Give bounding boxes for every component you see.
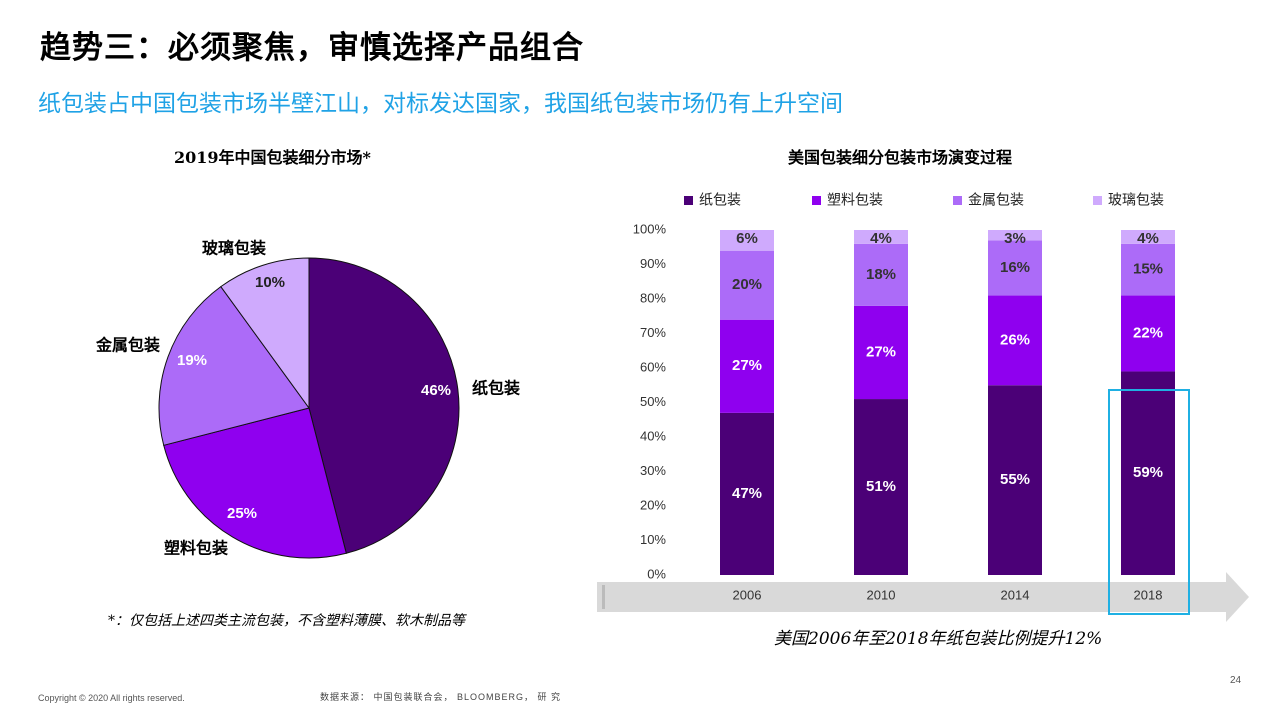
y-tick-label: 100% [633, 221, 667, 236]
bar-segment-plastic-2010 [854, 305, 908, 400]
pie-slice-paper [308, 257, 460, 554]
pie-category-label-plastic: 塑料包装 [164, 539, 228, 558]
legend-swatch-glass [1093, 196, 1102, 205]
y-tick-label: 60% [640, 359, 666, 374]
legend-swatch-plastic [812, 196, 821, 205]
footnote: *：仅包括上述四类主流包装，不含塑料薄膜、软木制品等 [108, 613, 465, 629]
bar-segment-metal-2010 [854, 243, 908, 306]
bar-value-label-paper-2014: 55% [1000, 471, 1030, 488]
y-tick-label: 80% [640, 290, 666, 305]
bar-segment-glass-2010 [854, 230, 908, 244]
bar-chart-title: 美国包装细分包装市场演变过程 [788, 148, 1013, 167]
bar-value-label-metal-2018: 15% [1133, 261, 1163, 278]
bar-value-label-glass-2006: 6% [736, 230, 758, 247]
pie-chart: 46% 纸包装 25% 塑料包装 19% 金属包装 10% 玻璃包装 [95, 239, 520, 559]
pie-value-label-plastic: 25% [227, 505, 257, 522]
legend-label-metal: 金属包装 [968, 192, 1024, 208]
data-source: 数据来源： 中国包装联合会， BLOOMBERG， 研 究 [320, 692, 562, 702]
bar-segment-glass-2006 [720, 230, 774, 251]
bar-segment-paper-2018 [1121, 371, 1175, 575]
bar-segment-paper-2010 [854, 399, 908, 575]
bar-value-label-plastic-2018: 22% [1133, 324, 1163, 341]
bar-segment-glass-2014 [988, 230, 1042, 241]
y-tick-label: 40% [640, 428, 666, 443]
bar-value-label-glass-2014: 3% [1004, 230, 1026, 247]
bar-value-label-glass-2018: 4% [1137, 230, 1159, 247]
pie-category-label-metal: 金属包装 [95, 336, 160, 355]
bar-value-label-paper-2006: 47% [732, 485, 762, 502]
bar-value-label-plastic-2010: 27% [866, 343, 896, 360]
y-tick-label: 30% [640, 463, 666, 478]
bar-segment-metal-2014 [988, 240, 1042, 296]
bar-segment-glass-2018 [1121, 230, 1175, 244]
legend-swatch-paper [684, 196, 693, 205]
copyright-notice: Copyright © 2020 All rights reserved. [38, 693, 185, 703]
pie-category-label-glass: 玻璃包装 [202, 239, 266, 258]
bar-segment-plastic-2018 [1121, 295, 1175, 372]
timeline-arrow-tick [602, 585, 605, 609]
bar-value-label-metal-2014: 16% [1000, 259, 1030, 276]
bar-value-label-paper-2018: 59% [1133, 464, 1163, 481]
page-subtitle: 纸包装占中国包装市场半壁江山，对标发达国家，我国纸包装市场仍有上升空间 [38, 91, 843, 117]
chart-caption: 美国2006年至2018年纸包装比例提升12% [774, 629, 1103, 649]
pie-slice-plastic [163, 407, 347, 559]
pie-value-label-metal: 19% [177, 352, 207, 369]
legend-label-plastic: 塑料包装 [827, 192, 883, 208]
pie-chart-title: 2019年中国包装细分市场* [174, 148, 371, 167]
bar-value-label-metal-2006: 20% [732, 276, 762, 293]
bar-segment-metal-2006 [720, 250, 774, 320]
bar-value-label-paper-2010: 51% [866, 478, 896, 495]
legend-swatch-metal [953, 196, 962, 205]
bar-segment-paper-2006 [720, 412, 774, 575]
legend-label-paper: 纸包装 [699, 192, 741, 208]
x-tick-label-2010: 2010 [867, 587, 896, 602]
timeline-arrow [597, 572, 1249, 622]
pie-category-label-paper: 纸包装 [472, 379, 520, 398]
pie-value-label-glass: 10% [255, 274, 285, 291]
y-tick-label: 50% [640, 394, 666, 409]
bar-value-label-metal-2010: 18% [866, 266, 896, 283]
pie-slice-glass [220, 257, 310, 410]
y-tick-label: 20% [640, 497, 666, 512]
y-tick-label: 90% [640, 256, 666, 271]
page-title: 趋势三：必须聚焦，审慎选择产品组合 [40, 30, 584, 66]
y-tick-label: 70% [640, 325, 666, 340]
stacked-bar-chart: 0% 10% 20% 30% 40% 50% 60% 70% 80% 90% 100% 纸包装 塑料包装… [597, 192, 1249, 622]
bar-segment-plastic-2014 [988, 295, 1042, 386]
x-tick-label-2018: 2018 [1134, 587, 1163, 602]
pie-value-label-paper: 46% [421, 382, 451, 399]
bar-value-label-plastic-2006: 27% [732, 357, 762, 374]
y-tick-label: 10% [640, 532, 666, 547]
highlight-box-2018 [1108, 389, 1190, 615]
pie-slice-metal [158, 285, 310, 446]
bar-segment-plastic-2006 [720, 319, 774, 413]
legend-label-glass: 玻璃包装 [1108, 192, 1164, 208]
bar-value-label-glass-2010: 4% [870, 230, 892, 247]
x-tick-label-2006: 2006 [733, 587, 762, 602]
bar-segment-paper-2014 [988, 385, 1042, 575]
y-tick-label: 0% [647, 566, 666, 581]
bar-value-label-plastic-2014: 26% [1000, 331, 1030, 348]
x-tick-label-2014: 2014 [1001, 587, 1030, 602]
bar-segment-metal-2018 [1121, 243, 1175, 296]
page-number: 24 [1230, 675, 1242, 686]
